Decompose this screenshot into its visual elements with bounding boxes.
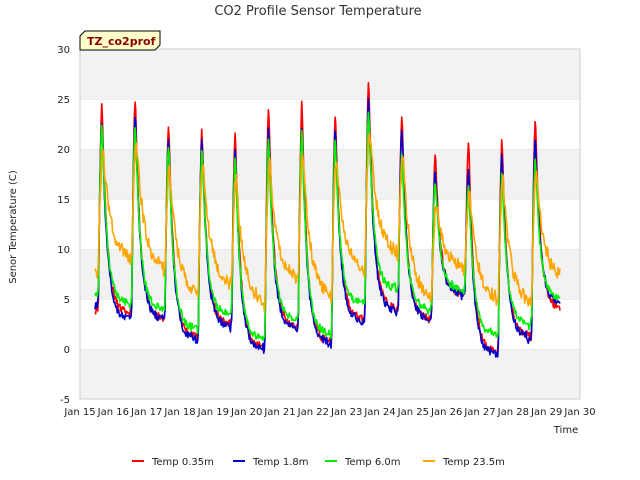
x-tick-label: Jan 16 (97, 407, 129, 418)
y-tick-label: 5 (64, 295, 70, 306)
x-tick-label: Jan 20 (230, 407, 262, 418)
x-tick-label: Jan 22 (297, 407, 329, 418)
y-tick-label: 10 (57, 245, 70, 256)
chart-title: CO2 Profile Sensor Temperature (214, 4, 421, 19)
legend-label: Temp 0.35m (151, 457, 214, 468)
plot-frame (79, 48, 581, 400)
y-tick-label: 15 (57, 195, 70, 206)
x-tick-label: Jan 17 (130, 407, 162, 418)
legend: Temp 0.35m Temp 1.8m Temp 6.0m Temp 23.5m (132, 457, 505, 468)
series-line-temp-6-0m (94, 111, 561, 341)
y-tick-label: 30 (57, 45, 70, 56)
series-line-temp-23-5m (94, 132, 561, 313)
series-lines (94, 81, 561, 358)
y-tick-label: 20 (57, 145, 70, 156)
x-tick-label: Jan 15 (63, 407, 95, 418)
x-axis-ticks: Jan 15 Jan 16 Jan 17 Jan 18 Jan 19 Jan 20 Jan … (63, 407, 595, 418)
y-tick-label: -5 (60, 395, 70, 406)
station-tag-label: TZ_co2prof (87, 35, 156, 48)
x-tick-label: Jan 28 (497, 407, 529, 418)
legend-label: Temp 1.8m (252, 457, 308, 468)
grid-band (80, 349, 580, 399)
y-tick-label: 25 (57, 95, 70, 106)
grid-bands (80, 48, 580, 399)
x-tick-label: Jan 30 (563, 407, 595, 418)
x-tick-label: Jan 25 (397, 407, 429, 418)
x-tick-label: Jan 19 (197, 407, 229, 418)
station-tag-box (79, 30, 161, 51)
grid-band (80, 199, 580, 249)
x-tick-label: Jan 21 (263, 407, 295, 418)
x-axis-label: Time (553, 425, 578, 436)
x-tick-label: Jan 24 (363, 407, 395, 418)
grid-band (80, 149, 580, 199)
y-axis-label: Senor Temperature (C) (8, 170, 19, 284)
x-tick-label: Jan 26 (430, 407, 462, 418)
x-tick-label: Jan 23 (330, 407, 362, 418)
grid-band (80, 49, 580, 99)
x-tick-label: Jan 29 (530, 407, 562, 418)
y-tick-label: 0 (64, 345, 70, 356)
legend-label: Temp 6.0m (344, 457, 400, 468)
x-tick-label: Jan 18 (163, 407, 195, 418)
grid-band (80, 99, 580, 149)
x-tick-label: Jan 27 (463, 407, 495, 418)
y-axis-ticks: -5 0 5 10 15 20 25 30 (57, 45, 70, 406)
legend-label: Temp 23.5m (442, 457, 505, 468)
station-tag: TZ_co2prof (79, 30, 161, 51)
